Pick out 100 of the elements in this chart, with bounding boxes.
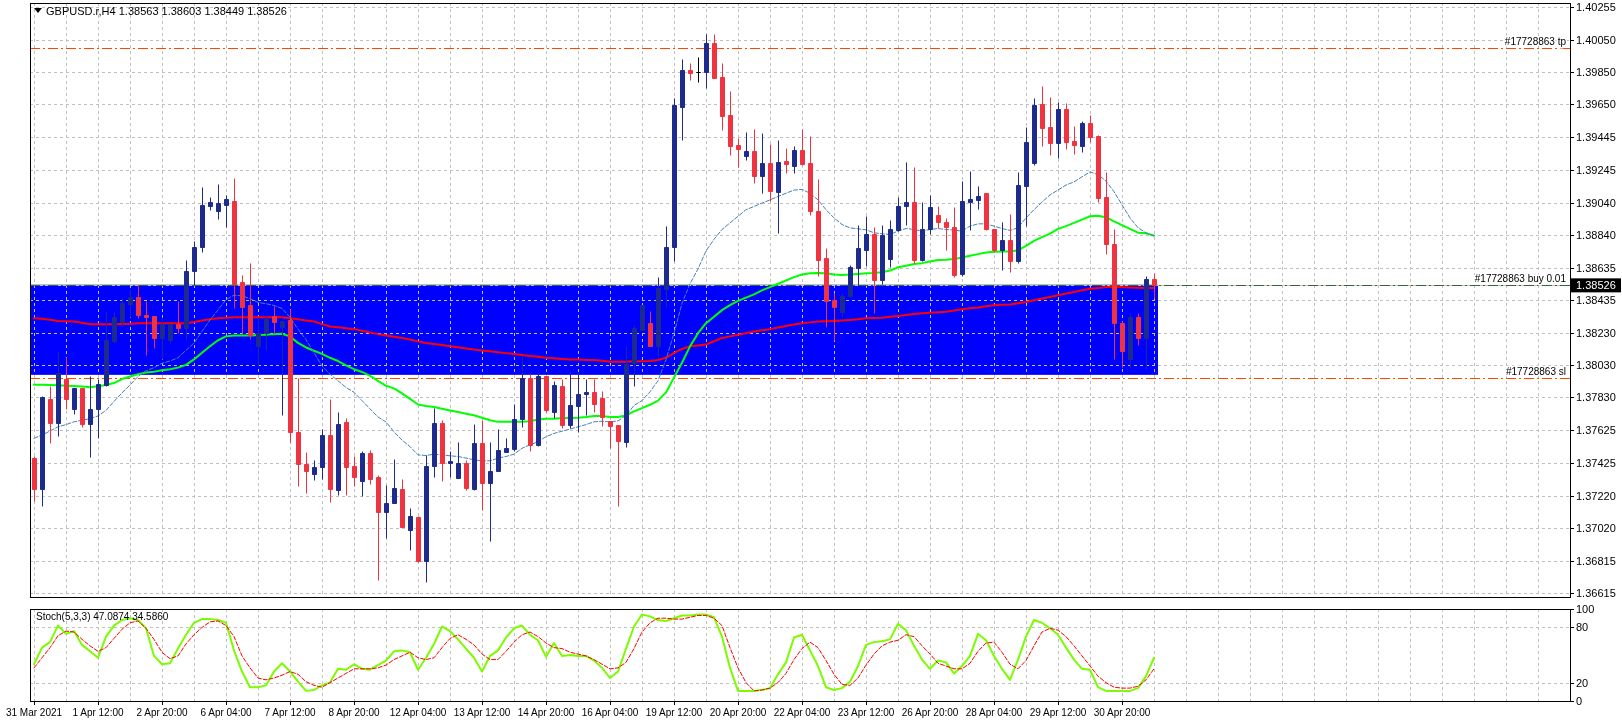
candlestick [880, 225, 885, 285]
candlestick [1120, 321, 1125, 368]
candlestick [984, 193, 989, 231]
y-tick-label: 1.37625 [1576, 424, 1616, 437]
candlestick [624, 346, 629, 448]
y-tick-label: 1.38435 [1576, 294, 1616, 306]
candlestick [568, 371, 573, 429]
ref-line-label: #17728863 buy 0.01 [1474, 272, 1567, 284]
y-tick-label: 1.37425 [1576, 456, 1616, 469]
candlestick [320, 429, 325, 480]
candlestick [632, 325, 637, 387]
y-tick-label: 1.39650 [1576, 98, 1616, 111]
candlestick [712, 34, 717, 79]
candlestick [168, 324, 173, 344]
candlestick [1104, 172, 1109, 255]
x-tick-label: 2 Apr 20:00 [136, 707, 189, 718]
candlestick [280, 320, 285, 416]
candlestick [856, 225, 861, 286]
candlestick [760, 133, 765, 194]
candlestick [528, 374, 533, 452]
candlestick [872, 227, 877, 314]
x-tick-label: 22 Apr 04:00 [773, 707, 831, 718]
candlestick [664, 226, 669, 308]
candlestick [368, 450, 373, 485]
candlestick [592, 379, 597, 413]
candlestick [184, 260, 189, 341]
candlestick [832, 293, 837, 341]
y-tick-label: 1.37830 [1576, 391, 1616, 404]
y-tick-label: 1.37020 [1576, 521, 1616, 534]
candlestick [888, 220, 893, 268]
x-tick-label: 29 Apr 12:00 [1029, 707, 1087, 718]
y-tick-label: 1.37220 [1576, 489, 1616, 502]
x-tick-label: 8 Apr 20:00 [328, 707, 381, 718]
candlestick [416, 516, 421, 563]
ref-line-label: #17728863 sl [1505, 366, 1566, 378]
candlestick [1016, 172, 1021, 264]
line-series [33, 214, 1155, 423]
candlestick [192, 241, 197, 286]
line-series [33, 171, 1155, 462]
y-tick-label: 1.36815 [1576, 554, 1616, 567]
y-tick-label: 1.38840 [1576, 228, 1616, 241]
candlestick [80, 388, 85, 428]
y-tick-label: 1.38635 [1576, 261, 1616, 274]
candlestick [360, 451, 365, 497]
candlestick [920, 202, 925, 262]
candlestick [352, 456, 357, 487]
candlestick [608, 421, 613, 449]
x-tick-label: 7 Apr 12:00 [264, 707, 317, 718]
candlestick [240, 275, 245, 334]
x-tick-label: 6 Apr 04:00 [200, 707, 253, 718]
candlestick [520, 356, 525, 428]
candlestick [688, 63, 693, 81]
candlestick [408, 508, 413, 551]
line-series [33, 286, 1155, 363]
candlestick [784, 148, 789, 174]
candlestick [488, 442, 493, 542]
candlestick [848, 265, 853, 298]
candlestick [384, 485, 389, 539]
candlestick [104, 311, 109, 387]
candlestick [144, 301, 149, 356]
candlestick [816, 179, 821, 277]
candlestick [472, 424, 477, 491]
x-tick-label: 14 Apr 20:00 [517, 707, 575, 718]
candlestick [656, 277, 661, 357]
candlestick [1152, 273, 1157, 299]
candlestick [896, 197, 901, 232]
y-tick-label: 1.38230 [1576, 327, 1616, 339]
candlestick [728, 91, 733, 156]
candlestick [808, 136, 813, 216]
candlestick [992, 229, 997, 253]
candlestick [544, 376, 549, 413]
candlestick [128, 289, 133, 318]
candlestick [424, 455, 429, 583]
candlestick [272, 306, 277, 334]
candlestick [152, 316, 157, 349]
candlestick [432, 408, 437, 478]
candlestick [48, 386, 53, 444]
candlestick [560, 379, 565, 429]
candlestick [928, 195, 933, 235]
candlestick [504, 438, 509, 453]
y-tick-label: 1.39850 [1576, 66, 1616, 79]
candlestick [120, 297, 125, 327]
x-tick-label: 1 Apr 12:00 [72, 707, 125, 718]
candlestick [1008, 214, 1013, 273]
candlestick [704, 34, 709, 89]
candlestick [912, 167, 917, 264]
candlestick [344, 418, 349, 496]
candlestick [288, 309, 293, 443]
x-tick-label: 26 Apr 20:00 [901, 707, 959, 718]
candlestick [640, 305, 645, 331]
y-tick-label: 0 [1576, 695, 1583, 707]
x-tick-label: 23 Apr 12:00 [837, 707, 895, 718]
candlestick [296, 378, 301, 487]
x-tick-label: 16 Apr 04:00 [581, 707, 639, 718]
candlestick [96, 379, 101, 439]
candlestick [232, 178, 237, 309]
candlestick [1048, 97, 1053, 156]
candlestick [600, 391, 605, 427]
candlestick [336, 412, 341, 496]
candlestick [216, 184, 221, 220]
